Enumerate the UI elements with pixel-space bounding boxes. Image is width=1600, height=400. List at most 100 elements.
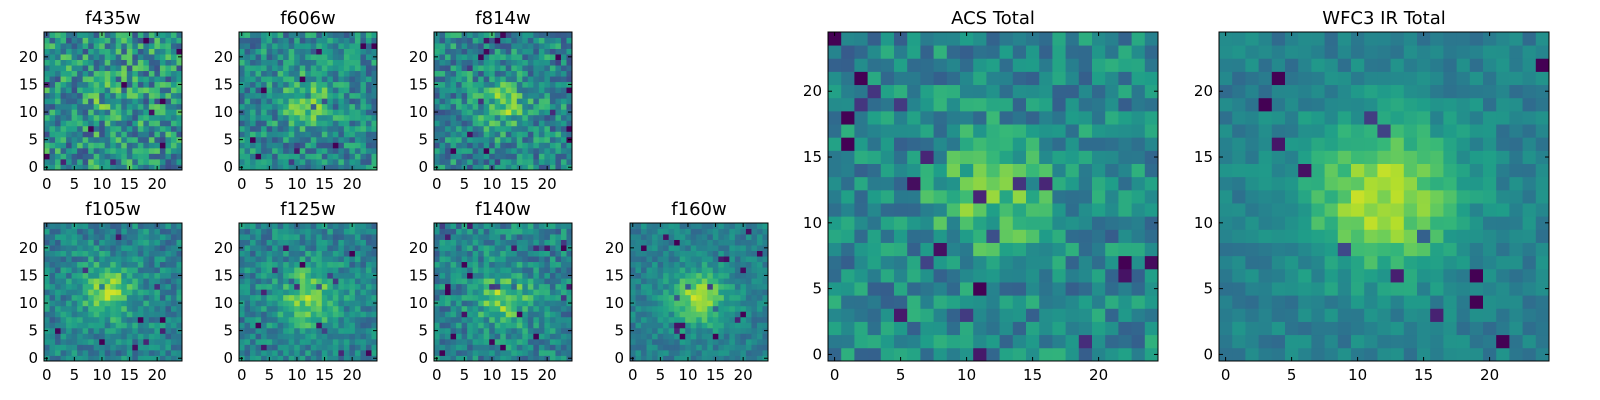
heatmap-cell — [538, 311, 545, 318]
y-tick-label: 20 — [409, 239, 428, 257]
heatmap-cell — [82, 125, 89, 132]
heatmap-cell — [294, 228, 301, 235]
heatmap-cell — [266, 81, 273, 88]
heatmap-cell — [99, 109, 106, 116]
heatmap-cell — [88, 98, 95, 105]
heatmap-cell — [82, 164, 89, 171]
heatmap-cell — [294, 92, 301, 99]
heatmap-cell — [740, 283, 747, 290]
heatmap-cell — [148, 70, 155, 77]
heatmap-cell — [305, 278, 312, 285]
heatmap-cell — [365, 54, 372, 60]
heatmap-cell — [663, 239, 670, 246]
y-tick-label: 0 — [28, 349, 38, 367]
heatmap-cell — [60, 272, 67, 279]
heatmap-cell — [60, 87, 67, 94]
heatmap-cell — [137, 283, 144, 290]
heatmap-cell — [461, 333, 468, 340]
heatmap-cell — [110, 261, 117, 268]
heatmap-cell — [321, 65, 328, 72]
heatmap-cell — [288, 316, 295, 323]
heatmap-cell — [439, 289, 446, 296]
heatmap-cell — [434, 311, 440, 318]
heatmap-cell — [49, 87, 56, 94]
heatmap-cell — [82, 278, 89, 285]
heatmap-cell — [1105, 203, 1119, 217]
heatmap-cell — [88, 250, 95, 257]
heatmap-cell — [288, 267, 295, 274]
heatmap-cell — [434, 120, 440, 127]
heatmap-cell — [250, 228, 256, 235]
heatmap-cell — [283, 164, 290, 171]
heatmap-cell — [310, 147, 317, 154]
heatmap-cell — [316, 234, 323, 240]
heatmap-cell — [332, 158, 339, 165]
heatmap-cell — [712, 239, 719, 246]
heatmap-cell — [104, 239, 111, 246]
heatmap-cell — [137, 120, 144, 127]
heatmap-cell — [49, 344, 56, 351]
heatmap-cell — [854, 268, 868, 283]
heatmap-cell — [71, 239, 78, 246]
heatmap-cell — [461, 120, 468, 127]
heatmap-cell — [511, 92, 518, 99]
heatmap-cell — [538, 114, 545, 121]
heatmap-cell — [288, 228, 295, 235]
heatmap-cell — [82, 355, 89, 362]
heatmap-cell — [1065, 295, 1080, 309]
heatmap-cell — [434, 142, 440, 149]
heatmap-cell — [880, 347, 895, 362]
heatmap-cell — [701, 228, 708, 235]
heatmap-cell — [88, 228, 95, 235]
heatmap-cell — [104, 81, 111, 88]
heatmap-cell — [511, 239, 518, 246]
heatmap-cell — [283, 250, 290, 257]
heatmap-cell — [121, 70, 128, 77]
heatmap-cell — [729, 311, 736, 318]
heatmap-cell — [696, 300, 703, 307]
heatmap-cell — [115, 327, 122, 334]
heatmap-cell — [332, 32, 339, 38]
heatmap-cell — [310, 48, 317, 55]
heatmap-cell — [696, 261, 703, 268]
heatmap-cell — [343, 70, 350, 77]
heatmap-cell — [55, 322, 61, 329]
heatmap-cell — [527, 32, 534, 38]
heatmap-cell — [176, 114, 183, 121]
heatmap-cell — [1052, 216, 1066, 230]
heatmap-cell — [121, 103, 128, 110]
heatmap-cell — [148, 92, 155, 99]
heatmap-cell — [544, 311, 551, 318]
heatmap-cell — [696, 289, 703, 296]
heatmap-cell — [71, 81, 78, 88]
heatmap-cell — [338, 131, 345, 138]
heatmap-cell — [272, 349, 279, 356]
heatmap-cell — [93, 54, 100, 60]
heatmap-cell — [723, 333, 730, 340]
heatmap-cell — [104, 256, 111, 263]
heatmap-cell — [60, 81, 67, 88]
heatmap-cell — [244, 142, 251, 149]
heatmap-cell — [132, 305, 139, 312]
heatmap-cell — [137, 103, 144, 110]
heatmap-cell — [299, 131, 306, 138]
heatmap-cell — [126, 294, 133, 301]
heatmap-cell — [538, 48, 545, 55]
heatmap-cell — [505, 322, 512, 329]
heatmap-cell — [55, 136, 61, 143]
heatmap-cell — [511, 54, 518, 60]
heatmap-cell — [1039, 189, 1053, 204]
heatmap-cell — [505, 239, 512, 246]
heatmap-cell — [104, 103, 111, 110]
heatmap-cell — [511, 76, 518, 83]
heatmap-cell — [71, 59, 78, 66]
panel-frame — [433, 222, 573, 362]
heatmap-cell — [316, 245, 323, 251]
heatmap-cell — [734, 256, 741, 263]
heatmap-cell — [77, 147, 84, 154]
heatmap-cell — [685, 311, 692, 318]
heatmap-cell — [946, 347, 961, 362]
heatmap-cell — [88, 267, 95, 274]
heatmap-cell — [165, 327, 172, 334]
heatmap-cell — [560, 311, 567, 318]
